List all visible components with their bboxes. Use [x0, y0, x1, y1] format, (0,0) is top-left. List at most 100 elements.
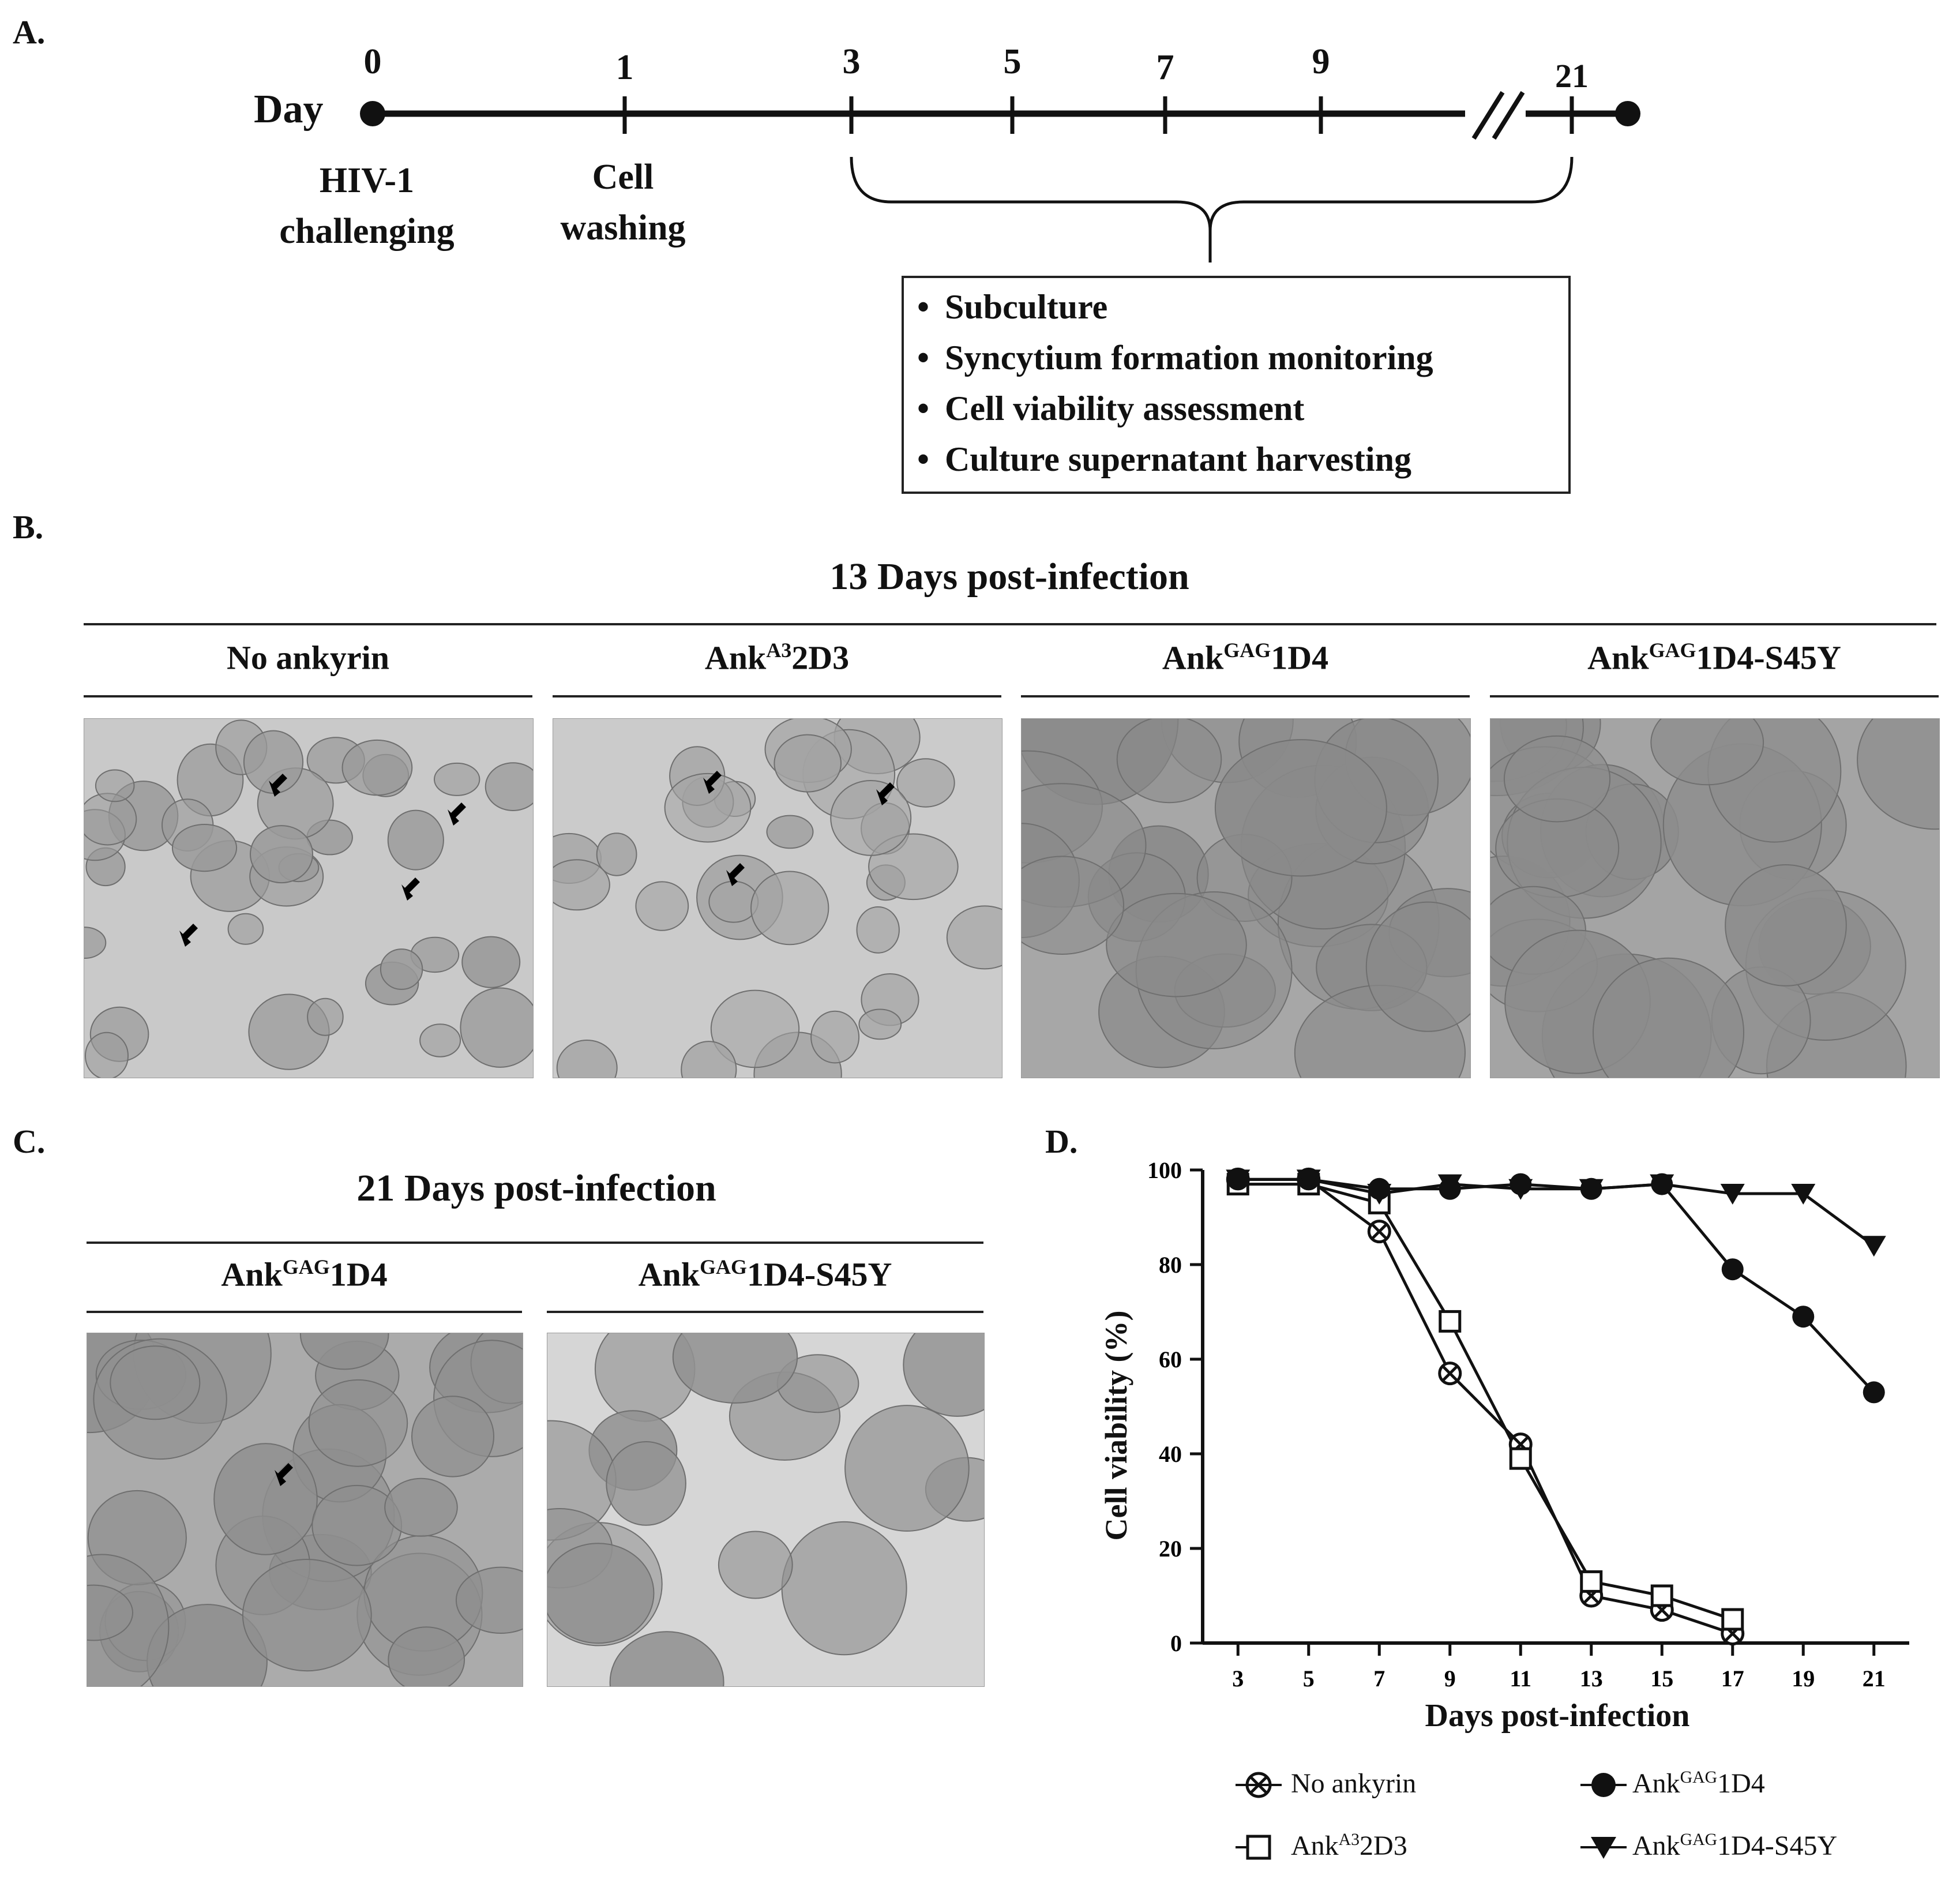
- legend-label-no-ankyrin: No ankyrin: [1291, 1768, 1417, 1799]
- cell-cluster: [387, 809, 444, 871]
- cell-cluster: [388, 1626, 465, 1686]
- cell-cluster: [858, 1008, 902, 1040]
- data-point-series-3: [1650, 1174, 1674, 1195]
- micrograph-texture: [547, 1333, 984, 1686]
- panel-c-label: C.: [13, 1123, 46, 1160]
- y-tick-label: 0: [1170, 1630, 1182, 1656]
- panel-c-col1-header: AnkGAG1D4: [221, 1255, 388, 1293]
- cell-cluster: [461, 936, 521, 988]
- panel-b-col4-header: AnkGAG1D4-S45Y: [1587, 639, 1841, 677]
- cell-cluster: [718, 1531, 793, 1599]
- arrow-icon: [401, 877, 420, 901]
- panel-b-top-rule: [84, 623, 1936, 625]
- day-label-21: 21: [1555, 57, 1589, 95]
- series-line-2: [1238, 1177, 1875, 1394]
- cell-cluster: [307, 997, 344, 1036]
- cell-cluster: [556, 1040, 618, 1078]
- data-point-series-2: [1863, 1381, 1885, 1404]
- legend-label-ank-gag-1d4: AnkGAG1D4: [1632, 1768, 1765, 1799]
- steps-box: [902, 276, 1571, 494]
- cell-cluster: [84, 927, 107, 959]
- cell-cluster: [213, 1443, 318, 1555]
- micrograph-texture: [1490, 719, 1939, 1078]
- micrograph-texture: [84, 719, 533, 1078]
- cell-cluster: [227, 913, 264, 945]
- cell-cluster: [434, 762, 480, 796]
- micrograph-b-ank-a3-2d3: [553, 718, 1002, 1078]
- y-tick-label: 40: [1159, 1441, 1182, 1467]
- cell-cluster: [1725, 864, 1847, 987]
- cell-cluster: [596, 832, 637, 876]
- panel-b-col2-header: AnkA32D3: [704, 639, 850, 677]
- panel-c-title: 21 Days post-infection: [356, 1167, 716, 1209]
- cell-cluster: [553, 859, 610, 911]
- x-axis-title: Days post-infection: [1425, 1698, 1690, 1734]
- series-line-1: [1238, 1183, 1733, 1621]
- x-tick-label: 9: [1444, 1666, 1456, 1692]
- panel-c-top-rule: [87, 1242, 983, 1244]
- cell-cluster: [384, 1477, 458, 1537]
- data-point-series-3: [1437, 1174, 1462, 1195]
- cell-cluster: [1593, 957, 1744, 1078]
- cell-cluster: [95, 769, 135, 802]
- data-point-series-3: [1720, 1184, 1745, 1205]
- micrograph-c-ank-gag-1d4-s45y: [547, 1333, 985, 1687]
- arrow-icon: [448, 802, 466, 826]
- micrograph-texture: [87, 1333, 523, 1686]
- data-point-series-2: [1721, 1258, 1744, 1281]
- cell-cluster: [664, 772, 752, 843]
- cell-cluster: [171, 824, 238, 872]
- arrow-icon: [179, 924, 198, 947]
- cell-cluster: [1650, 719, 1764, 786]
- x-tick-label: 13: [1580, 1666, 1603, 1692]
- cell-cluster: [606, 1441, 686, 1526]
- panel-c-col1-rule: [87, 1311, 522, 1313]
- panel-c-col2-header: AnkGAG1D4-S45Y: [638, 1255, 892, 1293]
- cell-cluster: [635, 881, 689, 931]
- cell-cluster: [85, 1032, 129, 1078]
- micrograph-c-ank-gag-1d4: [87, 1333, 523, 1687]
- step-item: • Cell viability assessment: [917, 389, 1305, 427]
- y-tick-label: 60: [1159, 1347, 1182, 1372]
- cell-cluster: [547, 1543, 655, 1644]
- event-day0-line2: challenging: [279, 212, 455, 251]
- cell-cluster: [750, 871, 829, 946]
- data-point-series-1: [1439, 1310, 1462, 1333]
- cell-cluster: [856, 906, 900, 954]
- cell-cluster: [1214, 739, 1387, 877]
- cell-cluster: [110, 1345, 201, 1420]
- cell-cluster: [341, 739, 413, 796]
- series-line-3: [1238, 1177, 1875, 1247]
- data-point-series-2: [1792, 1306, 1815, 1328]
- arrow-icon: [726, 863, 745, 886]
- legend-marker-ank-a3-2d3: [1236, 1835, 1271, 1860]
- cell-cluster: [946, 905, 1002, 970]
- step-item: • Syncytium formation monitoring: [917, 339, 1433, 377]
- data-point-series-3: [1861, 1236, 1886, 1257]
- data-point-series-3: [1367, 1184, 1392, 1205]
- data-point-series-3: [1508, 1179, 1533, 1200]
- cell-cluster: [609, 1631, 724, 1686]
- x-tick-label: 3: [1232, 1666, 1244, 1692]
- x-tick-label: 17: [1721, 1666, 1744, 1692]
- legend-label-ank-gag-1d4-s45y: AnkGAG1D4-S45Y: [1632, 1830, 1838, 1861]
- day-label-9: 9: [1312, 42, 1330, 81]
- cell-cluster: [1365, 901, 1470, 1032]
- data-point-series-1: [1650, 1584, 1673, 1607]
- event-day0-line1: HIV-1: [319, 161, 415, 200]
- cell-cluster: [87, 1584, 133, 1641]
- data-point-series-1: [1509, 1447, 1532, 1470]
- cell-cluster: [485, 762, 533, 811]
- day-label-1: 1: [615, 48, 634, 87]
- cell-cluster: [1116, 719, 1222, 804]
- panel-b-col2-rule: [553, 695, 1001, 697]
- cell-cluster: [250, 825, 313, 884]
- data-point-series-1: [1721, 1608, 1744, 1631]
- cell-cluster: [308, 1379, 408, 1467]
- micrograph-texture: [1022, 719, 1470, 1078]
- day-label-7: 7: [1156, 48, 1174, 87]
- cell-cluster: [411, 1396, 494, 1477]
- cell-cluster: [896, 758, 955, 808]
- x-tick-label: 5: [1303, 1666, 1315, 1692]
